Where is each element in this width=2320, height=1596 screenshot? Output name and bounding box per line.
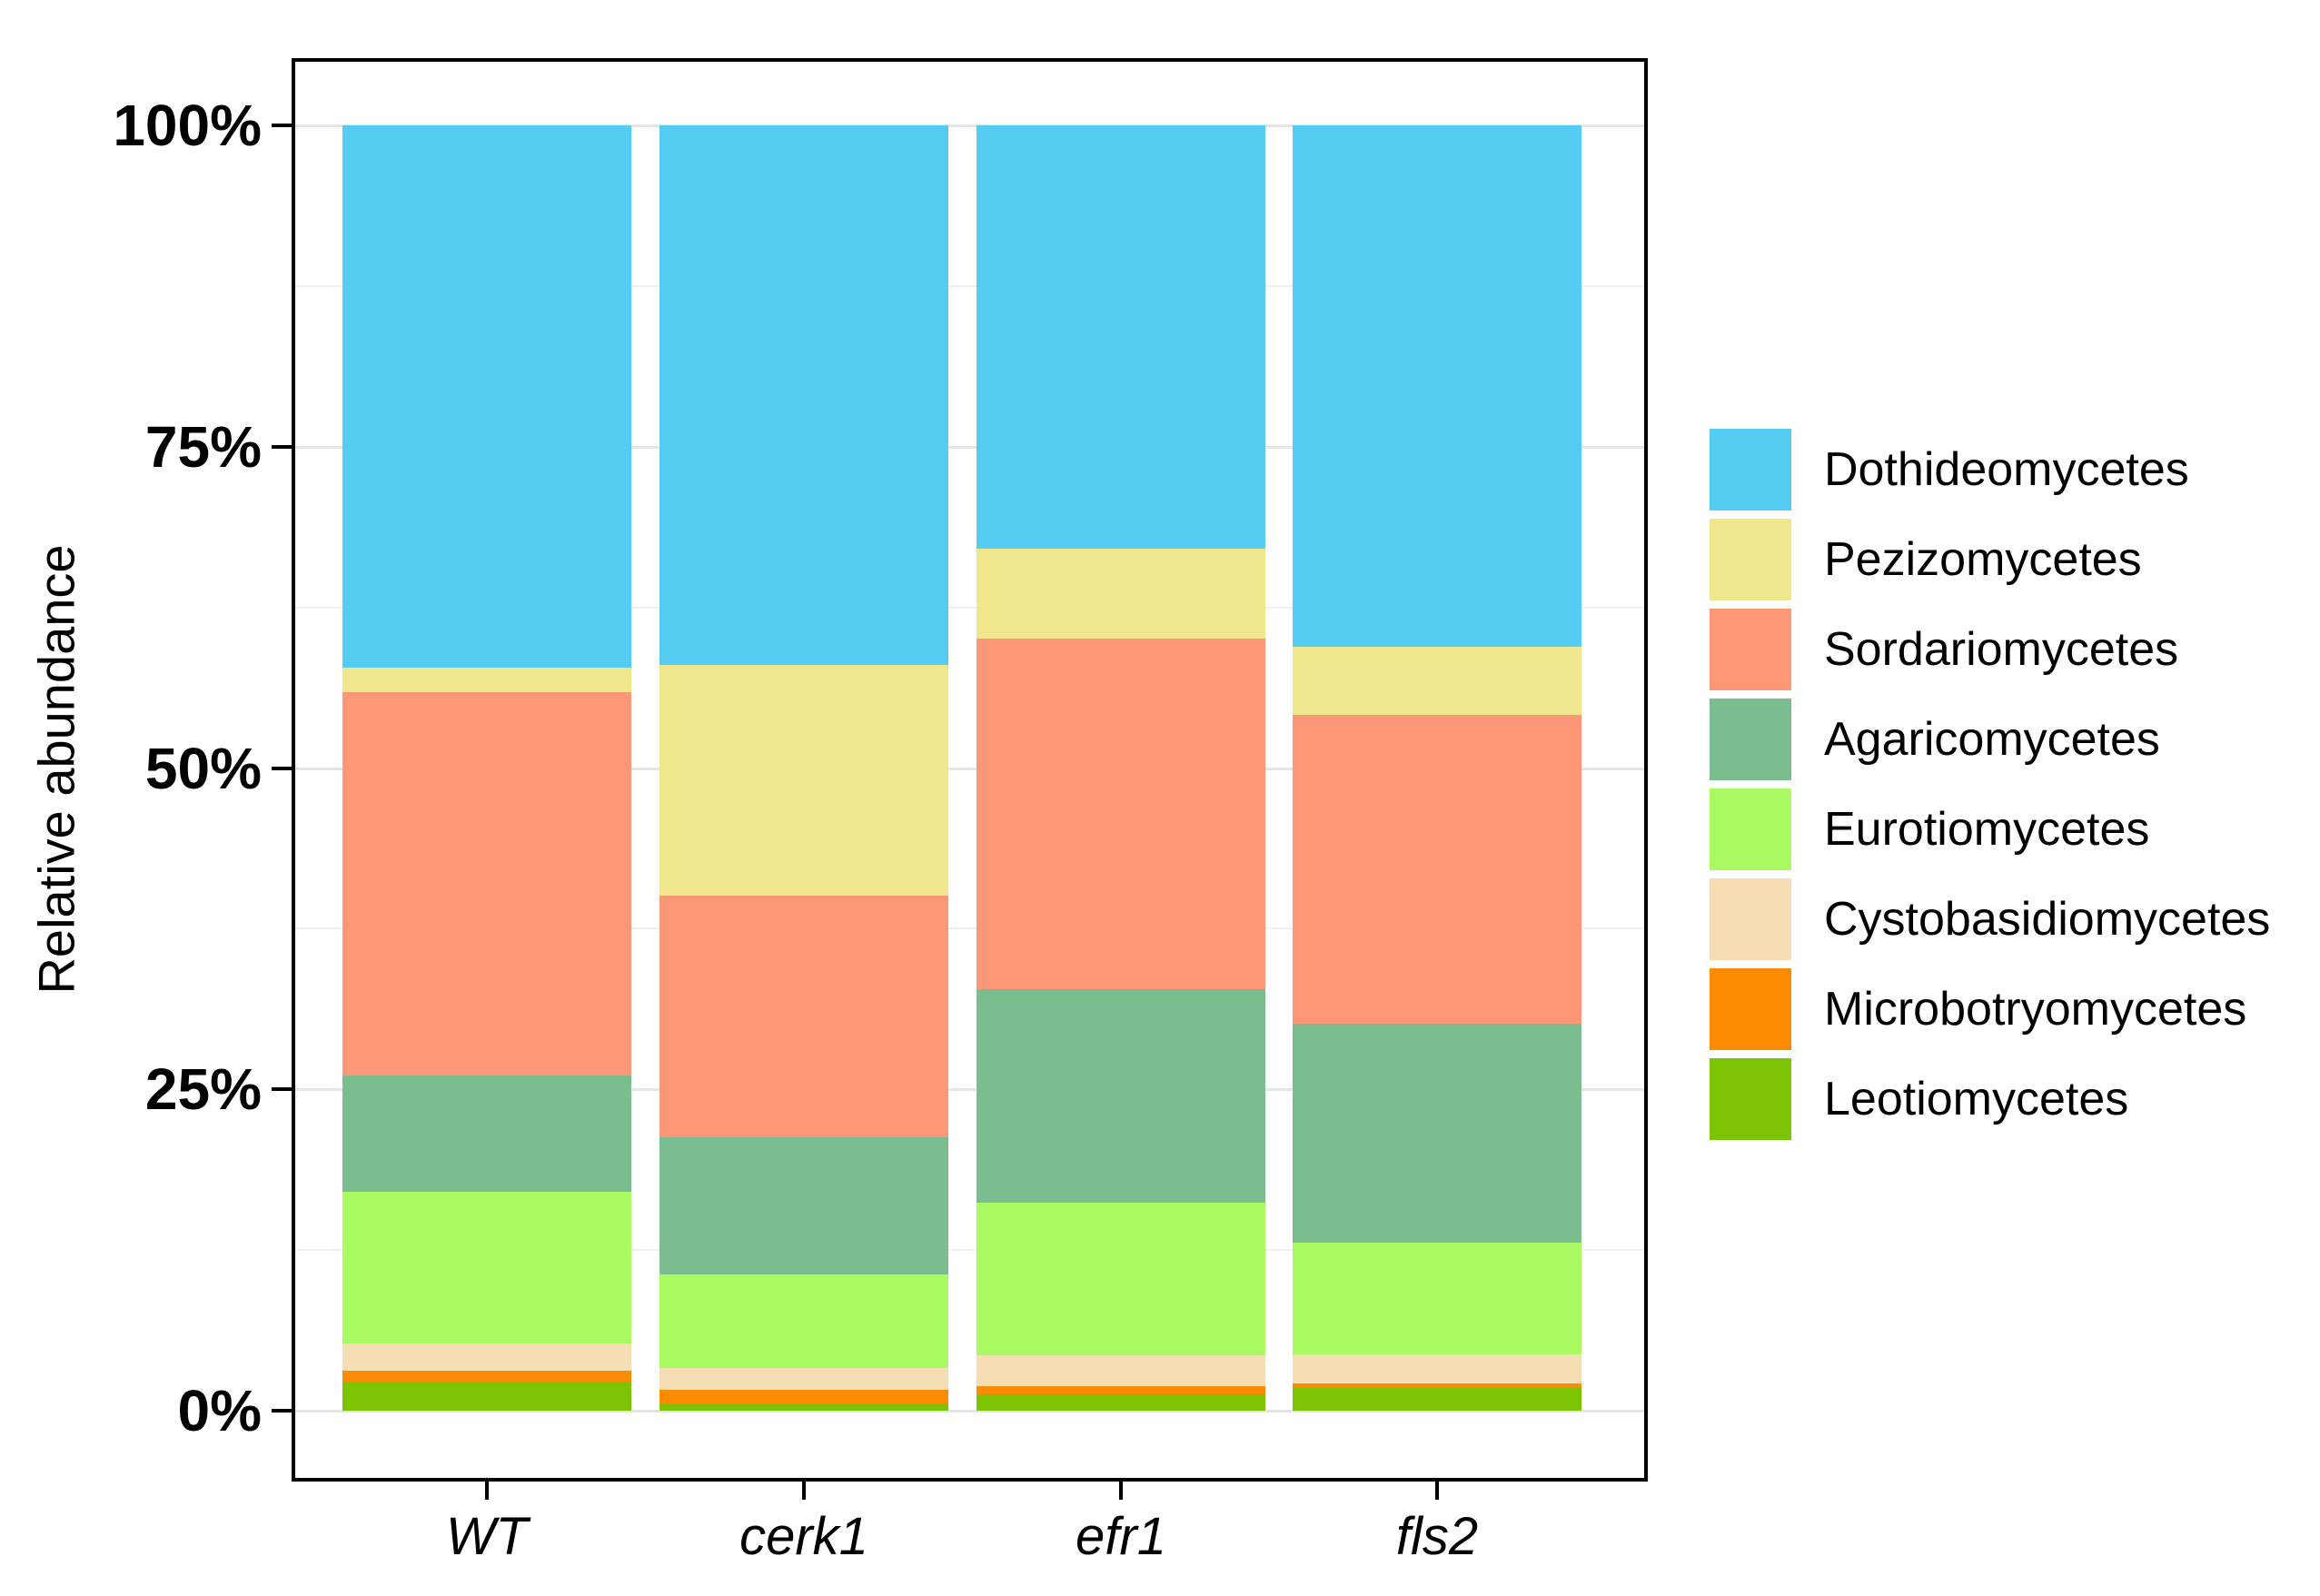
legend-item-Sordariomycetes: Sordariomycetes [1710,609,2270,690]
legend-swatch-Cystobasidiomycetes [1710,878,1791,960]
bar-segment-efr1-Pezizomycetes [977,548,1265,639]
gridline-minor-12.5 [295,1249,1644,1252]
legend-label-Sordariomycetes: Sordariomycetes [1824,623,2179,676]
bar-fls2 [1293,62,1581,1411]
bar-segment-efr1-Eurotiomycetes [977,1202,1265,1356]
legend-label-Pezizomycetes: Pezizomycetes [1824,533,2142,586]
gridline-major-50 [295,767,1644,770]
legend-item-Pezizomycetes: Pezizomycetes [1710,519,2270,600]
bar-segment-cerk1-Agaricomycetes [659,1136,948,1274]
gridline-major-75 [295,445,1644,449]
bar-efr1 [977,62,1265,1411]
bar-segment-efr1-Agaricomycetes [977,988,1265,1203]
y-tick-label-75: 75% [144,413,262,480]
bar-segment-efr1-Microbotryomycetes [977,1386,1265,1394]
legend-item-Agaricomycetes: Agaricomycetes [1710,699,2270,780]
y-tick-75 [272,444,292,449]
gridline-minor-62.5 [295,606,1644,609]
bar-WT [342,62,631,1411]
legend-item-Dothideomycetes: Dothideomycetes [1710,429,2270,511]
bar-segment-fls2-Agaricomycetes [1293,1024,1581,1243]
x-tick-cerk1 [802,1480,806,1500]
x-tick-label-efr1: efr1 [1076,1507,1166,1566]
bar-segment-WT-Leotiomycetes [342,1382,631,1411]
legend-item-Microbotryomycetes: Microbotryomycetes [1710,968,2270,1050]
bar-segment-WT-Pezizomycetes [342,668,631,692]
bar-segment-cerk1-Microbotryomycetes [659,1390,948,1403]
gridline-major-0 [295,1410,1644,1413]
bar-segment-efr1-Leotiomycetes [977,1393,1265,1411]
bar-segment-fls2-Eurotiomycetes [1293,1242,1581,1354]
legend-item-Cystobasidiomycetes: Cystobasidiomycetes [1710,878,2270,960]
legend-label-Eurotiomycetes: Eurotiomycetes [1824,803,2150,856]
plot-panel [292,58,1648,1482]
y-tick-25 [272,1087,292,1092]
bar-segment-cerk1-Eurotiomycetes [659,1274,948,1369]
bar-segment-WT-Eurotiomycetes [342,1192,631,1344]
bar-segment-fls2-Microbotryomycetes [1293,1383,1581,1388]
legend-item-Leotiomycetes: Leotiomycetes [1710,1058,2270,1140]
x-tick-label-cerk1: cerk1 [739,1507,868,1566]
legend-label-Microbotryomycetes: Microbotryomycetes [1824,983,2247,1036]
x-tick-WT [485,1480,489,1500]
bar-cerk1 [659,62,948,1411]
legend-label-Leotiomycetes: Leotiomycetes [1824,1073,2129,1125]
legend-swatch-Agaricomycetes [1710,699,1791,780]
gridline-major-100 [295,124,1644,127]
x-tick-efr1 [1119,1480,1123,1500]
bar-segment-cerk1-Sordariomycetes [659,895,948,1137]
bar-segment-fls2-Leotiomycetes [1293,1387,1581,1411]
legend-item-Eurotiomycetes: Eurotiomycetes [1710,788,2270,870]
bar-segment-cerk1-Dothideomycetes [659,125,948,666]
legend-label-Cystobasidiomycetes: Cystobasidiomycetes [1824,893,2271,946]
bar-segment-WT-Agaricomycetes [342,1075,631,1193]
y-tick-50 [272,766,292,770]
bar-segment-cerk1-Cystobasidiomycetes [659,1368,948,1391]
legend-swatch-Leotiomycetes [1710,1058,1791,1140]
bar-segment-cerk1-Leotiomycetes [659,1403,948,1411]
legend-label-Dothideomycetes: Dothideomycetes [1824,443,2189,496]
x-tick-label-WT: WT [445,1507,529,1566]
bar-segment-efr1-Sordariomycetes [977,638,1265,989]
legend-label-Agaricomycetes: Agaricomycetes [1824,713,2160,766]
legend-swatch-Pezizomycetes [1710,519,1791,600]
legend: Dothideomycetes Pezizomycetes Sordariomyce… [1710,429,2270,1148]
bar-segment-WT-Sordariomycetes [342,692,631,1076]
legend-swatch-Sordariomycetes [1710,609,1791,690]
legend-swatch-Microbotryomycetes [1710,968,1791,1050]
gridline-major-25 [295,1088,1644,1092]
y-tick-label-25: 25% [144,1056,262,1123]
x-tick-fls2 [1435,1480,1439,1500]
legend-swatch-Dothideomycetes [1710,429,1791,511]
bar-segment-fls2-Cystobasidiomycetes [1293,1353,1581,1384]
y-tick-label-0: 0% [177,1378,263,1443]
gridline-minor-87.5 [295,284,1644,287]
y-tick-label-50: 50% [144,735,262,801]
bar-segment-fls2-Pezizomycetes [1293,647,1581,716]
bar-segment-cerk1-Pezizomycetes [659,665,948,896]
bar-segment-WT-Cystobasidiomycetes [342,1343,631,1372]
bar-segment-WT-Microbotryomycetes [342,1371,631,1383]
bar-segment-fls2-Dothideomycetes [1293,125,1581,648]
gridline-minor-37.5 [295,927,1644,930]
y-tick-label-100: 100% [113,93,262,158]
y-tick-0 [272,1409,292,1413]
legend-swatch-Eurotiomycetes [1710,788,1791,870]
bar-segment-WT-Dothideomycetes [342,125,631,669]
bar-segment-fls2-Sordariomycetes [1293,715,1581,1025]
bar-segment-efr1-Cystobasidiomycetes [977,1355,1265,1387]
x-tick-label-fls2: fls2 [1395,1507,1479,1566]
y-tick-100 [272,124,292,127]
bar-segment-efr1-Dothideomycetes [977,125,1265,549]
